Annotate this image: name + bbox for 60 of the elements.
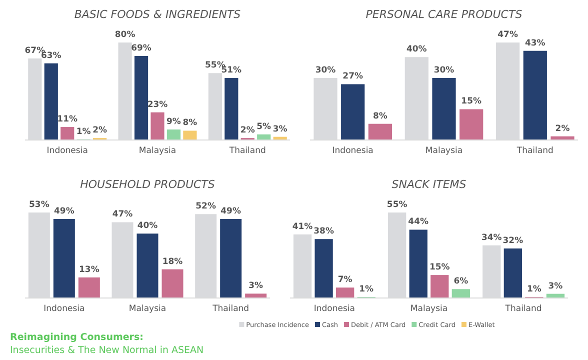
- data-label: 2%: [555, 124, 570, 134]
- x-tick-label: Thailand: [516, 146, 554, 156]
- x-tick-label: Thailand: [212, 304, 250, 314]
- data-label: 30%: [434, 65, 455, 76]
- x-tick-label: Malaysia: [410, 304, 448, 314]
- x-tick-label: Indonesia: [44, 304, 85, 314]
- x-tick-label: Malaysia: [128, 304, 166, 314]
- data-label: 15%: [461, 96, 482, 107]
- data-label: 52%: [196, 202, 216, 212]
- data-label: 7%: [338, 275, 353, 286]
- data-label: 40%: [137, 221, 158, 232]
- text: Reimagining Consumers:: [10, 332, 144, 343]
- data-label: 47%: [498, 30, 518, 40]
- data-label: 6%: [454, 276, 469, 287]
- data-label: 30%: [315, 65, 336, 76]
- chart-title: PERSONAL CARE PRODUCTS: [366, 8, 522, 21]
- data-label: 3%: [272, 124, 288, 134]
- x-tick-label: Indonesia: [46, 146, 88, 156]
- data-label: 3%: [548, 281, 564, 292]
- data-label: 2%: [92, 126, 108, 136]
- data-label: 43%: [524, 38, 546, 48]
- x-tick-label: Indonesia: [332, 146, 374, 156]
- data-label: 2%: [240, 126, 256, 136]
- data-label: 18%: [162, 256, 184, 267]
- chart-title: BASIC FOODS & INGREDIENTS: [74, 8, 241, 21]
- data-label: 49%: [54, 206, 75, 216]
- data-label: 8%: [372, 111, 388, 122]
- data-label: 11%: [57, 114, 78, 125]
- data-label: 53%: [28, 200, 50, 210]
- chart-title: HOUSEHOLD PRODUCTS: [80, 178, 215, 191]
- x-tick-label: Malaysia: [425, 146, 463, 156]
- x-tick-label: Thailand: [504, 304, 542, 314]
- data-label: 41%: [292, 222, 314, 232]
- x-tick-label: Malaysia: [138, 146, 176, 156]
- data-label: 15%: [429, 262, 450, 273]
- data-label: 13%: [78, 264, 100, 275]
- data-label: 47%: [112, 210, 134, 220]
- data-label: 8%: [182, 118, 198, 128]
- data-label: 40%: [406, 44, 428, 55]
- data-label: 1%: [526, 284, 542, 294]
- data-label: 51%: [221, 66, 242, 76]
- data-label: 23%: [147, 100, 168, 110]
- data-label: 44%: [408, 217, 430, 228]
- data-label: 1%: [76, 126, 92, 137]
- data-label: 32%: [502, 236, 524, 246]
- data-label: 1%: [359, 284, 374, 294]
- text: Insecurities & The New Normal in ASEAN: [10, 345, 204, 356]
- x-tick-label: Thailand: [228, 146, 266, 156]
- data-label: 27%: [342, 72, 364, 82]
- data-label: 9%: [166, 116, 182, 127]
- data-label: 38%: [314, 226, 334, 237]
- data-label: 34%: [481, 232, 502, 243]
- data-label: 80%: [114, 30, 136, 40]
- data-label: 3%: [248, 281, 264, 292]
- x-tick-label: Indonesia: [314, 304, 355, 314]
- data-label: 55%: [386, 200, 408, 210]
- data-label: 49%: [220, 206, 242, 216]
- data-label: 5%: [256, 122, 272, 132]
- data-label: 69%: [131, 43, 152, 54]
- chart-title: SNACK ITEMS: [392, 178, 466, 191]
